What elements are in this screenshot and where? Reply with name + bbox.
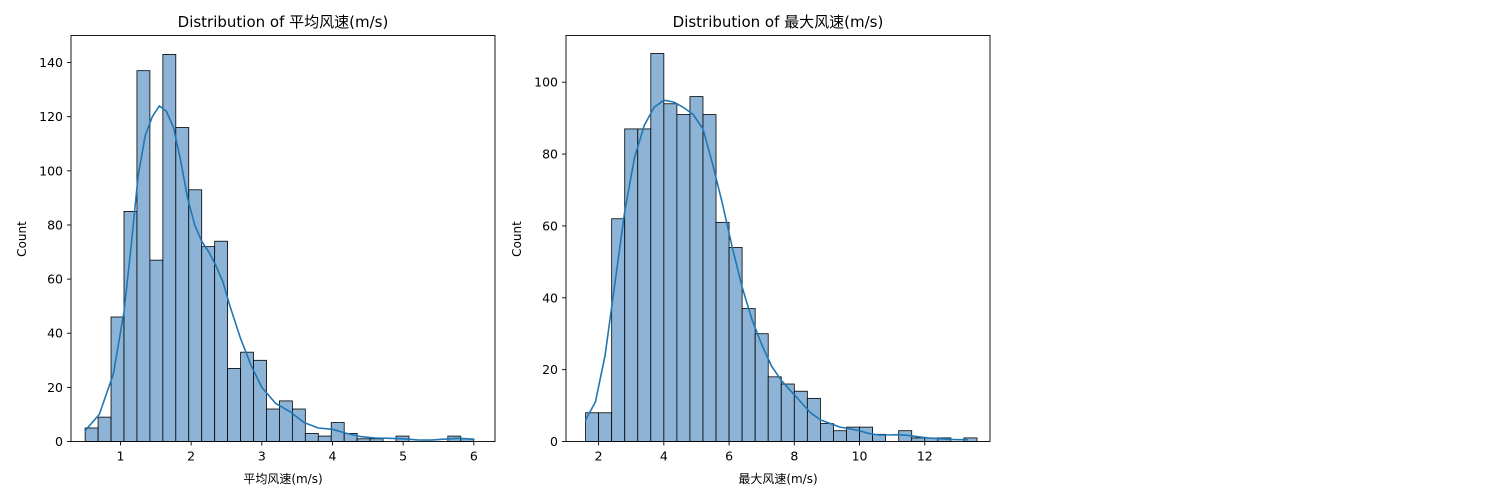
- histogram-bar: [637, 128, 652, 442]
- chart-title: Distribution of 平均风速(m/s): [178, 13, 389, 31]
- histogram-bars: [84, 54, 475, 442]
- histogram-bar: [702, 114, 717, 442]
- y-tick-label: 0: [550, 434, 558, 449]
- histogram-bar: [214, 240, 229, 442]
- y-tick-label: 80: [47, 217, 63, 232]
- histogram-bar: [663, 103, 678, 442]
- y-axis-ticks: 0 20 40 60 80 100 120 140: [39, 55, 71, 449]
- y-tick-label: 100: [39, 163, 63, 178]
- y-tick-label: 140: [39, 55, 63, 70]
- histogram-bar: [110, 316, 125, 442]
- x-tick-label: 6: [725, 449, 733, 464]
- histogram-bar: [598, 412, 613, 442]
- histogram-bar: [97, 416, 112, 442]
- x-tick-label: 1: [116, 449, 124, 464]
- x-tick-label: 10: [852, 449, 868, 464]
- x-tick-label: 8: [790, 449, 798, 464]
- histogram-bar: [253, 359, 267, 442]
- chart-title: Distribution of 最大风速(m/s): [673, 13, 884, 31]
- x-tick-label: 4: [328, 449, 336, 464]
- histogram-chart-average-wind-speed: Distribution of 平均风速(m/s) 1 2 3 4 5 6 0 20 40 60…: [15, 13, 496, 486]
- histogram-chart-max-wind-speed: Distribution of 最大风速(m/s) 2 4 6 8 10 12 0 20 40…: [510, 13, 991, 486]
- kde-line: [84, 105, 475, 441]
- kde-line: [584, 99, 968, 441]
- histogram-bar: [689, 96, 704, 442]
- histogram-bar: [611, 218, 626, 442]
- histogram-bar: [715, 221, 730, 442]
- histogram-bar: [911, 437, 926, 442]
- histogram-bar: [676, 114, 691, 442]
- y-tick-label: 20: [47, 380, 63, 395]
- y-tick-label: 100: [534, 75, 558, 90]
- histogram-bar: [741, 308, 756, 442]
- x-tick-label: 6: [470, 449, 478, 464]
- histogram-bar: [820, 423, 834, 442]
- y-axis-label: Count: [510, 221, 524, 257]
- histogram-bar: [806, 397, 821, 442]
- kde-curve-group: [584, 99, 968, 441]
- histogram-bar: [201, 246, 216, 442]
- histogram-bar: [266, 408, 280, 442]
- x-axis-label: 最大风速(m/s): [738, 472, 817, 486]
- histogram-bar: [793, 390, 808, 442]
- y-tick-label: 0: [55, 434, 63, 449]
- histogram-bar: [754, 333, 769, 442]
- x-tick-label: 12: [917, 449, 933, 464]
- kde-curve-group: [84, 105, 475, 441]
- y-axis-ticks: 0 20 40 60 80 100: [534, 75, 566, 449]
- y-tick-label: 20: [542, 362, 558, 377]
- histogram-bar: [175, 127, 190, 442]
- x-tick-label: 2: [595, 449, 603, 464]
- x-axis-ticks: 2 4 6 8 10 12: [595, 441, 933, 464]
- y-tick-label: 120: [39, 109, 63, 124]
- histogram-bar: [84, 427, 99, 442]
- histogram-bar: [767, 376, 782, 442]
- histogram-bar: [162, 54, 177, 442]
- y-tick-label: 40: [542, 290, 558, 305]
- histogram-bar: [149, 259, 164, 442]
- y-tick-label: 40: [47, 326, 63, 341]
- x-axis-ticks: 1 2 3 4 5 6: [116, 441, 478, 464]
- y-tick-label: 80: [542, 147, 558, 162]
- x-tick-label: 3: [258, 449, 266, 464]
- histogram-bars: [585, 53, 978, 442]
- y-tick-label: 60: [542, 218, 558, 233]
- histogram-bar: [650, 53, 665, 442]
- plot-frame: [565, 35, 991, 442]
- histogram-bar: [833, 430, 847, 442]
- x-tick-label: 2: [187, 449, 195, 464]
- x-tick-label: 4: [660, 449, 668, 464]
- histogram-bar: [291, 408, 306, 442]
- histogram-bar: [227, 368, 241, 442]
- histogram-bar: [304, 432, 319, 442]
- y-tick-label: 60: [47, 272, 63, 287]
- x-axis-label: 平均风速(m/s): [243, 472, 322, 486]
- y-axis-label: Count: [15, 221, 29, 257]
- plot-frame: [70, 35, 496, 442]
- histogram-bar: [317, 435, 332, 442]
- x-tick-label: 5: [399, 449, 407, 464]
